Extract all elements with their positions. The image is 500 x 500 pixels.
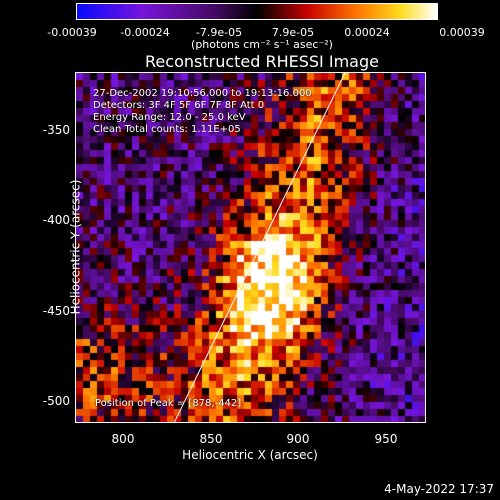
- observation-annotations: 27-Dec-2002 19:10:56.000 to 19:13:16.000…: [93, 88, 312, 136]
- x-tick-label: 900: [286, 432, 310, 446]
- annotation-detectors: Detectors: 3F 4F 5F 6F 7F 8F Att 0: [93, 100, 265, 111]
- colorbar: [76, 3, 438, 20]
- y-axis-label: Heliocentric Y (arcsec): [68, 179, 83, 315]
- colorbar-tick-label: 0.00024: [344, 26, 390, 39]
- colorbar-tick-label: -0.00039: [47, 26, 97, 39]
- y-tick-label: -500: [42, 394, 70, 408]
- y-tick-label: -350: [42, 123, 70, 137]
- annotation-energy-range: Energy Range: 12.0 - 25.0 keV: [93, 112, 246, 123]
- x-tick-label: 950: [374, 432, 398, 446]
- heatmap-image: [76, 73, 425, 422]
- peak-position-label: Position of Peak = [878,-442]: [95, 398, 242, 409]
- x-axis-label: Heliocentric X (arcsec): [182, 448, 318, 462]
- x-tick-label: 800: [111, 432, 135, 446]
- annotation-total-counts: Clean Total counts: 1.11E+05: [93, 124, 241, 135]
- limb-line-overlay: [173, 73, 346, 422]
- colorbar-tick-label: -0.00024: [120, 26, 170, 39]
- annotation-time-range: 27-Dec-2002 19:10:56.000 to 19:13:16.000: [93, 88, 312, 99]
- render-timestamp: 4-May-2022 17:37: [384, 482, 494, 496]
- colorbar-tick-label: 7.9e-05: [271, 26, 315, 39]
- colorbar-unit-label: (photons cm⁻² s⁻¹ asec⁻²): [191, 38, 333, 51]
- y-tick-label: -450: [42, 304, 70, 318]
- solar-limb-line: [173, 73, 346, 422]
- plot-title: Reconstructed RHESSI Image: [145, 52, 379, 71]
- rhessi-image-plot: 27-Dec-2002 19:10:56.000 to 19:13:16.000…: [75, 72, 426, 423]
- y-tick-label: -400: [42, 213, 70, 227]
- colorbar-tick-label: 0.00039: [439, 26, 485, 39]
- x-tick-label: 850: [199, 432, 223, 446]
- colorbar-tick-label: -7.9e-05: [195, 26, 243, 39]
